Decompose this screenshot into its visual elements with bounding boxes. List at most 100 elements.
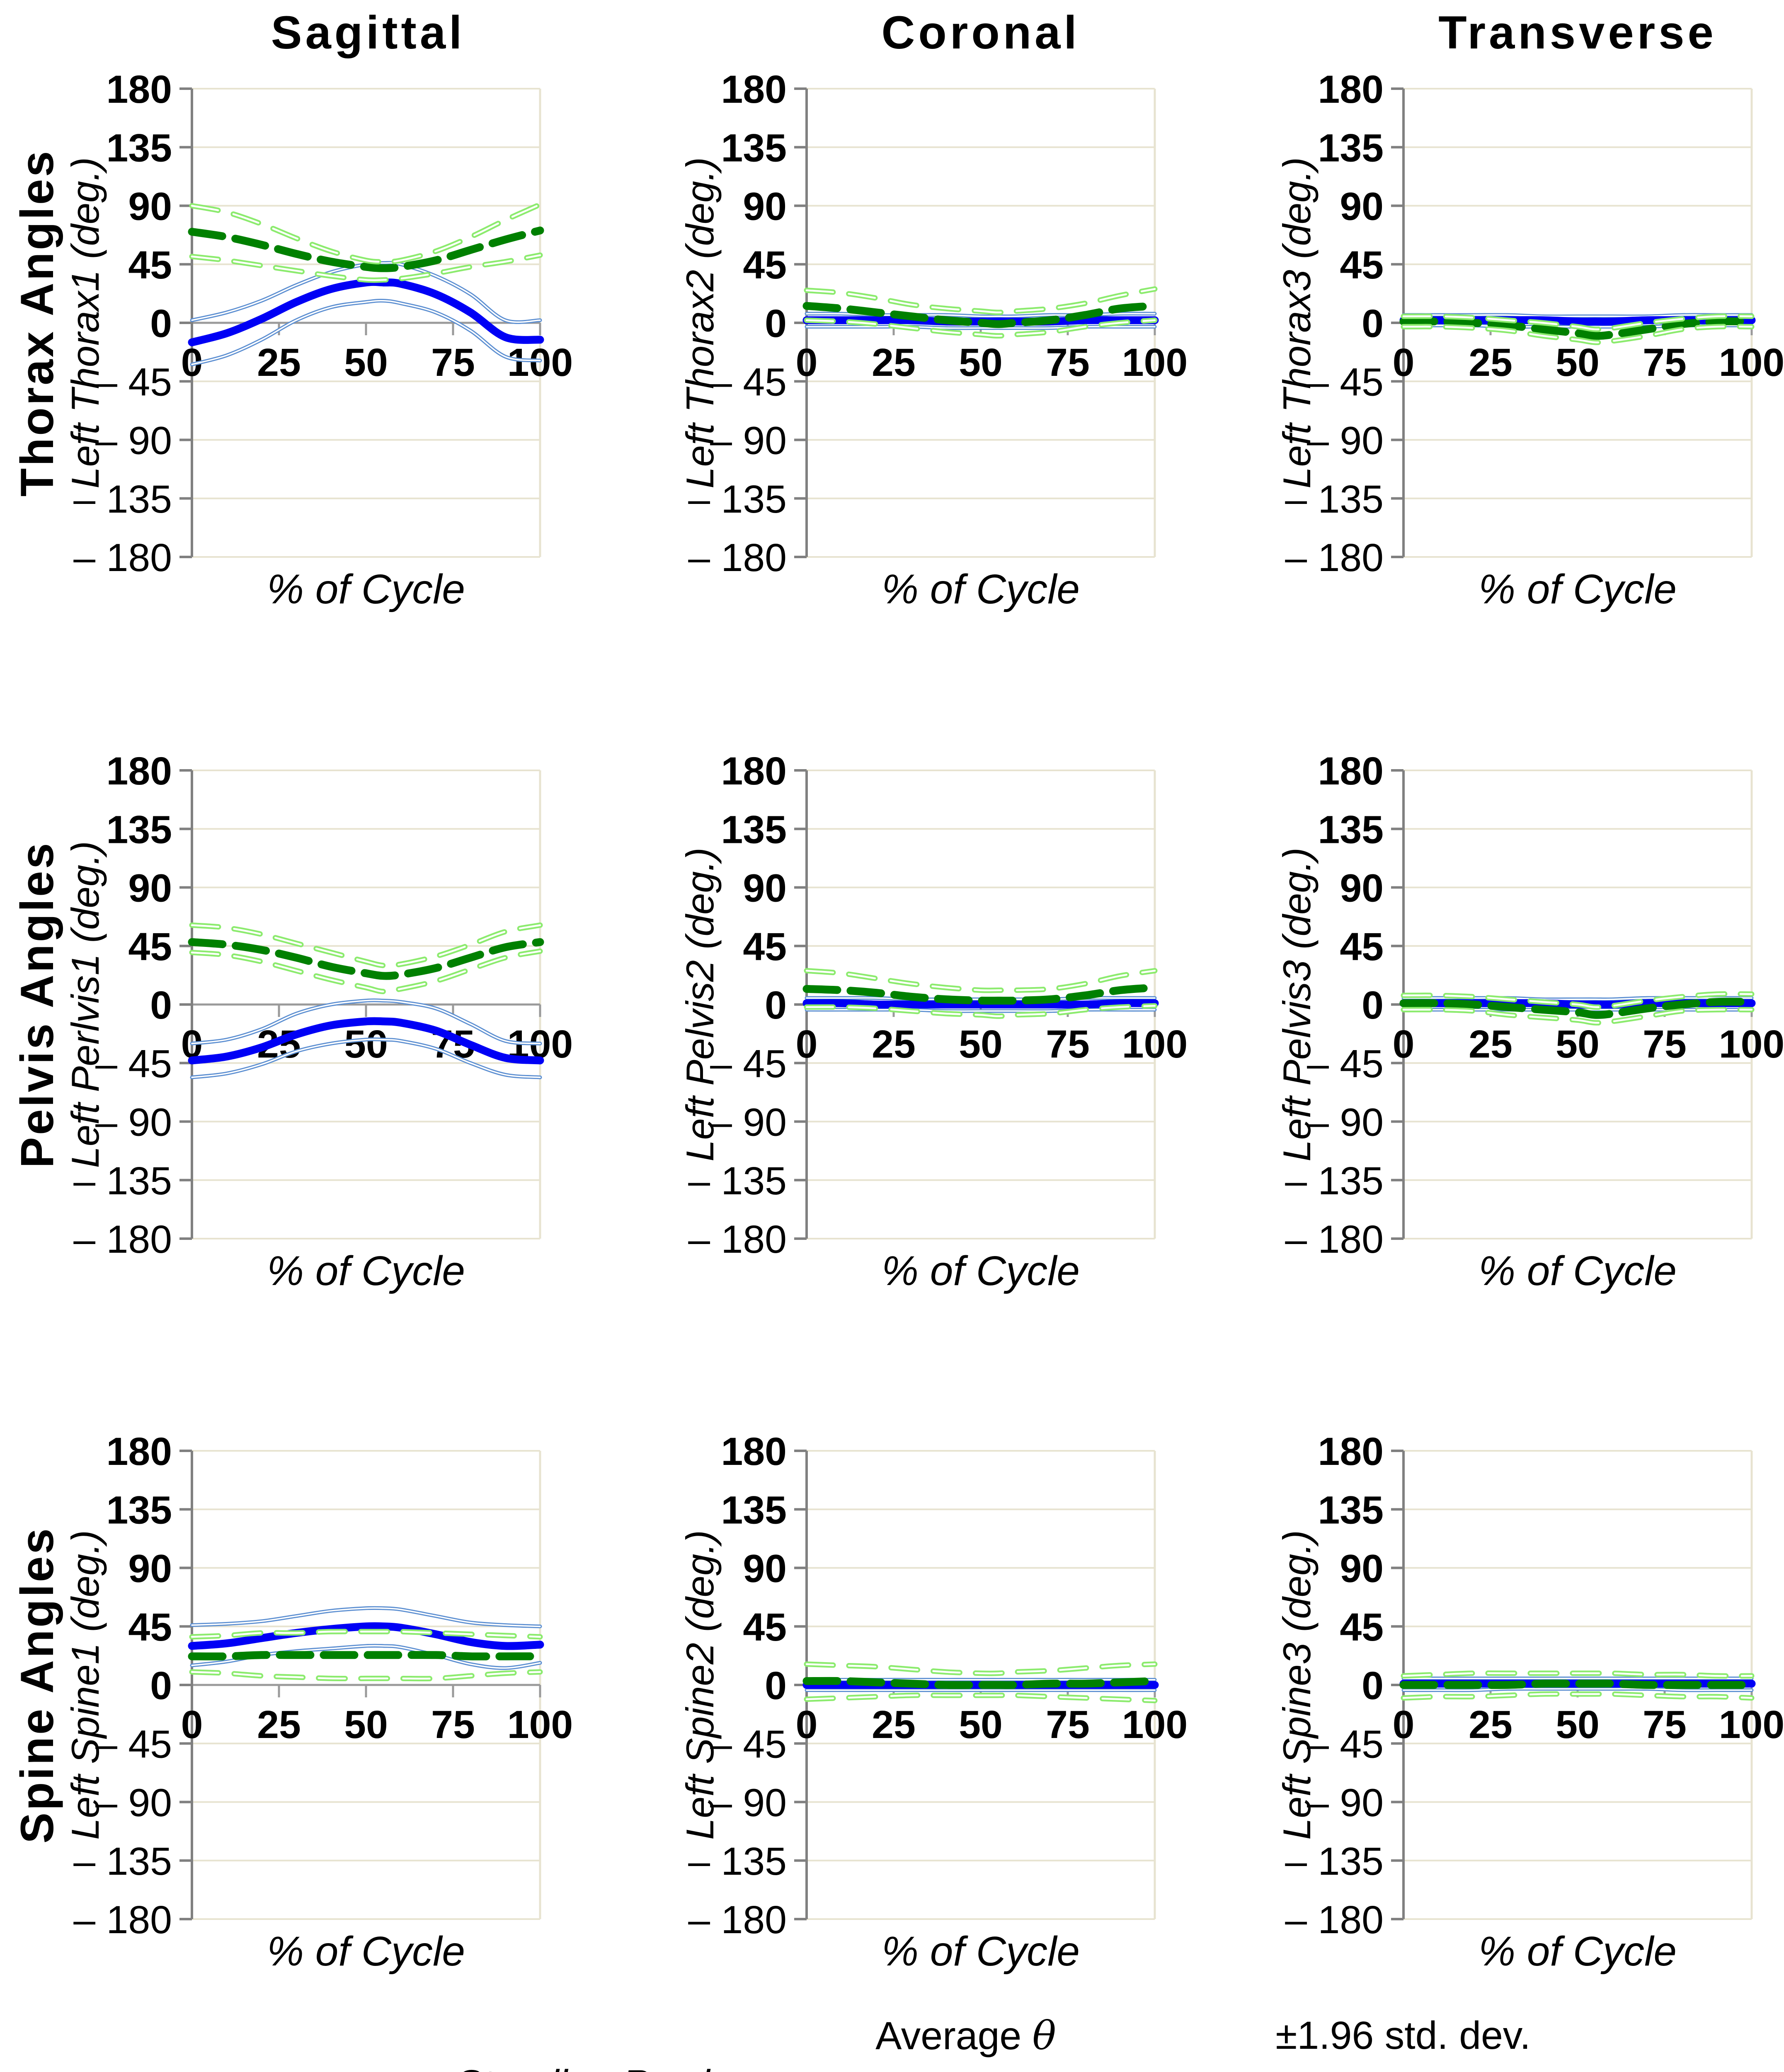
y-tick-label: 0 [150,1664,172,1708]
x-axis-label: % of Cycle [267,1928,465,1975]
column-title-coronal: Coronal [881,7,1080,58]
x-tick-label: 0 [1393,1022,1415,1066]
y-axis-label: Left Thorax2 (deg.) [678,157,722,488]
y-tick-label: 0 [150,983,172,1027]
standing-average-line [1399,317,1756,340]
y-tick-label: 135 [106,1488,172,1532]
legend-swatches [0,2051,1784,2072]
y-tick-label: – 135 [688,1159,787,1203]
erg-average-line [188,1017,544,1065]
y-tick-label: 90 [1340,1547,1384,1591]
y-tick-label: – 45 [710,1042,787,1086]
standing-upper-band-core [191,924,541,967]
y-tick-label: – 90 [95,1101,172,1145]
y-tick-label: 45 [743,243,787,287]
y-axis-label: Left Spine2 (deg.) [678,1530,722,1840]
y-tick-label: – 90 [710,1101,787,1145]
y-tick-label: 45 [1340,243,1384,287]
y-axis-label: Left Spine3 (deg.) [1275,1530,1319,1840]
y-tick-label: 90 [128,1547,172,1591]
y-tick-label: – 45 [1307,1042,1384,1086]
x-tick-label: 75 [1046,1022,1090,1066]
x-tick-label: 25 [1469,1703,1513,1747]
x-tick-label: 50 [959,1703,1003,1747]
y-tick-label: 45 [1340,925,1384,969]
x-tick-label: 0 [796,341,818,385]
x-tick-label: 75 [1046,341,1090,385]
erg-lower-band-core [191,300,541,366]
y-tick-label: 180 [1318,68,1384,111]
y-tick-label: 180 [1318,1430,1384,1474]
x-tick-label: 75 [431,1703,475,1747]
standing-average-line [802,1677,1159,1689]
y-tick-label: 90 [128,867,172,910]
y-tick-label: 0 [765,1664,787,1708]
x-tick-label: 100 [1719,1022,1784,1066]
standing-upper-band-core [191,1630,541,1638]
y-tick-label: – 180 [1285,1898,1384,1942]
x-tick-label: 0 [796,1703,818,1747]
y-tick-label: – 180 [1285,1218,1384,1261]
y-tick-label: – 45 [1307,360,1384,404]
standing-average-line [188,938,544,980]
y-axis-label: Left Pelvis2 (deg.) [678,847,722,1162]
y-tick-label: 180 [106,1430,172,1474]
y-tick-label: – 180 [73,1218,172,1261]
x-axis-label: % of Cycle [267,1248,465,1294]
erg-upper-band-core [191,1000,541,1044]
x-tick-label: 0 [181,1703,203,1747]
x-tick-label: 50 [959,341,1003,385]
y-tick-label: 90 [1340,867,1384,910]
y-tick-label: – 180 [1285,536,1384,580]
y-tick-label: – 180 [688,1898,787,1942]
legend-header-stddev: ±1.96 std. dev. [1275,2014,1531,2057]
y-tick-label: – 45 [710,360,787,404]
x-tick-label: 50 [1556,341,1600,385]
x-tick-label: 100 [1122,1703,1188,1747]
standing-lower-band-core [805,319,1156,337]
y-tick-label: 180 [1318,749,1384,793]
x-tick-label: 100 [1719,341,1784,385]
standing-average-line [1399,1680,1756,1689]
y-tick-label: – 135 [688,477,787,521]
y-tick-label: 90 [743,185,787,229]
y-tick-label: – 45 [95,360,172,404]
y-axis-label: Left Thorax3 (deg.) [1275,157,1319,488]
y-tick-label: 0 [1362,302,1384,346]
y-tick-label: 180 [106,749,172,793]
standing-lower-band-core [1402,1693,1753,1699]
y-tick-label: – 180 [73,536,172,580]
y-tick-label: 0 [150,302,172,346]
y-tick-label: – 135 [73,477,172,521]
y-tick-label: – 180 [73,1898,172,1942]
x-axis-label: % of Cycle [882,566,1080,612]
column-title-sagittal: Sagittal [271,7,465,58]
y-tick-label: 135 [1318,808,1384,852]
x-tick-label: 100 [507,1703,573,1747]
y-tick-label: – 180 [688,536,787,580]
x-axis-label: % of Cycle [1479,1248,1677,1294]
erg-upper-band-core [191,1607,541,1627]
y-axis-label: Left Thorax1 (deg.) [63,157,107,488]
y-tick-label: – 135 [1285,1159,1384,1203]
y-tick-label: 45 [128,1605,172,1649]
standing-lower-band-core [805,1005,1156,1017]
x-tick-label: 25 [257,1703,301,1747]
y-tick-label: 90 [1340,185,1384,229]
y-tick-label: 45 [1340,1605,1384,1649]
standing-average-line [802,302,1159,328]
y-tick-label: 135 [106,126,172,170]
y-tick-label: 180 [721,1430,787,1474]
x-axis-label: % of Cycle [882,1928,1080,1975]
y-tick-label: 0 [765,302,787,346]
y-tick-label: – 135 [73,1159,172,1203]
y-tick-label: 45 [743,1605,787,1649]
y-tick-label: 135 [1318,126,1384,170]
standing-upper-band-core [1402,315,1753,331]
erg-upper-band [190,261,542,324]
x-tick-label: 50 [1556,1703,1600,1747]
